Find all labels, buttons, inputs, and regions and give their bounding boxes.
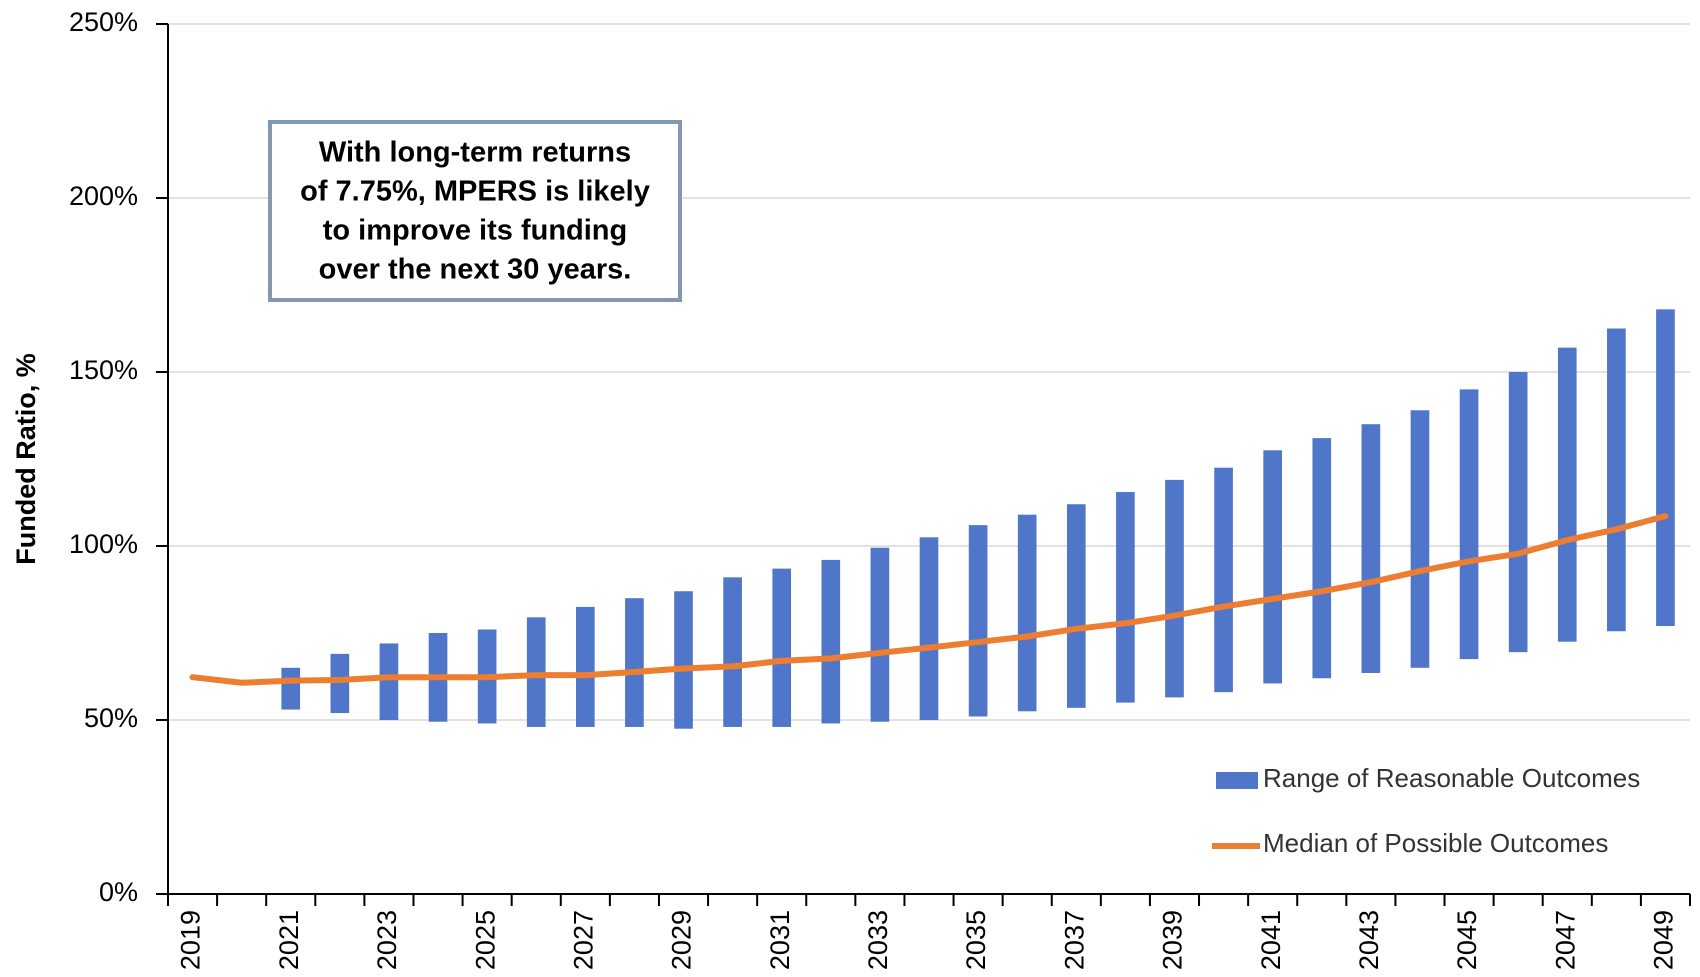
annotation-text: to improve its funding [323,215,628,247]
x-tick-label: 2019 [176,910,206,970]
range-bar [1410,410,1430,668]
range-bar [723,577,742,727]
range-bar [674,591,693,729]
x-tick-label: 2039 [1158,910,1188,970]
range-bar [379,643,399,720]
x-tick-label: 2033 [863,910,893,970]
range-bar [281,667,301,710]
x-tick-label: 2037 [1059,910,1089,970]
x-tick-label: 2035 [961,910,991,970]
range-bar [1557,347,1577,642]
median-line [189,513,1669,686]
range-bar [1017,514,1037,712]
range-bar [1165,479,1184,698]
range-bar [1459,389,1479,660]
x-tick-label: 2023 [372,910,402,970]
range-bar [1066,504,1086,708]
annotation-text: of 7.75%, MPERS is likely [300,176,650,208]
range-bar [1116,492,1135,703]
y-tick-label: 50% [84,703,138,733]
x-tick-label: 2043 [1354,910,1384,970]
x-tick-label: 2031 [765,910,795,970]
x-tick-label: 2025 [470,910,500,970]
range-bar [1312,438,1332,679]
x-tick-label: 2047 [1550,910,1580,970]
y-tick-label: 150% [69,355,138,385]
range-bar [1607,328,1626,632]
range-bar [575,606,595,727]
legend-swatch [1216,772,1258,789]
x-tick-label: 2021 [274,910,304,970]
range-bar [1214,467,1233,693]
legend-label: Median of Possible Outcomes [1263,828,1608,858]
x-tick-label: 2049 [1649,910,1679,970]
x-tick-label: 2027 [568,910,598,970]
y-tick-label: 0% [99,877,138,907]
x-tick-label: 2045 [1452,910,1482,970]
range-bar [968,525,988,717]
x-tick-label: 2029 [667,910,697,970]
annotation-text: With long-term returns [319,137,631,169]
legend-label: Range of Reasonable Outcomes [1263,763,1640,793]
y-axis-label: Funded Ratio, % [11,353,41,565]
y-tick-label: 250% [69,7,138,37]
y-tick-label: 100% [69,529,138,559]
range-bar [821,559,841,724]
annotation-text: over the next 30 years. [319,254,632,286]
range-bar [870,547,890,722]
range-bar [330,653,350,714]
range-bar [1656,309,1675,627]
y-tick-label: 200% [69,181,138,211]
range-bar [625,598,644,727]
range-bar [1508,372,1528,653]
range-bar [1361,424,1381,674]
x-tick-label: 2041 [1256,910,1286,970]
range-bar [919,537,939,720]
range-bar [772,568,792,727]
annotation-box [268,120,682,302]
range-bar [1263,450,1283,684]
